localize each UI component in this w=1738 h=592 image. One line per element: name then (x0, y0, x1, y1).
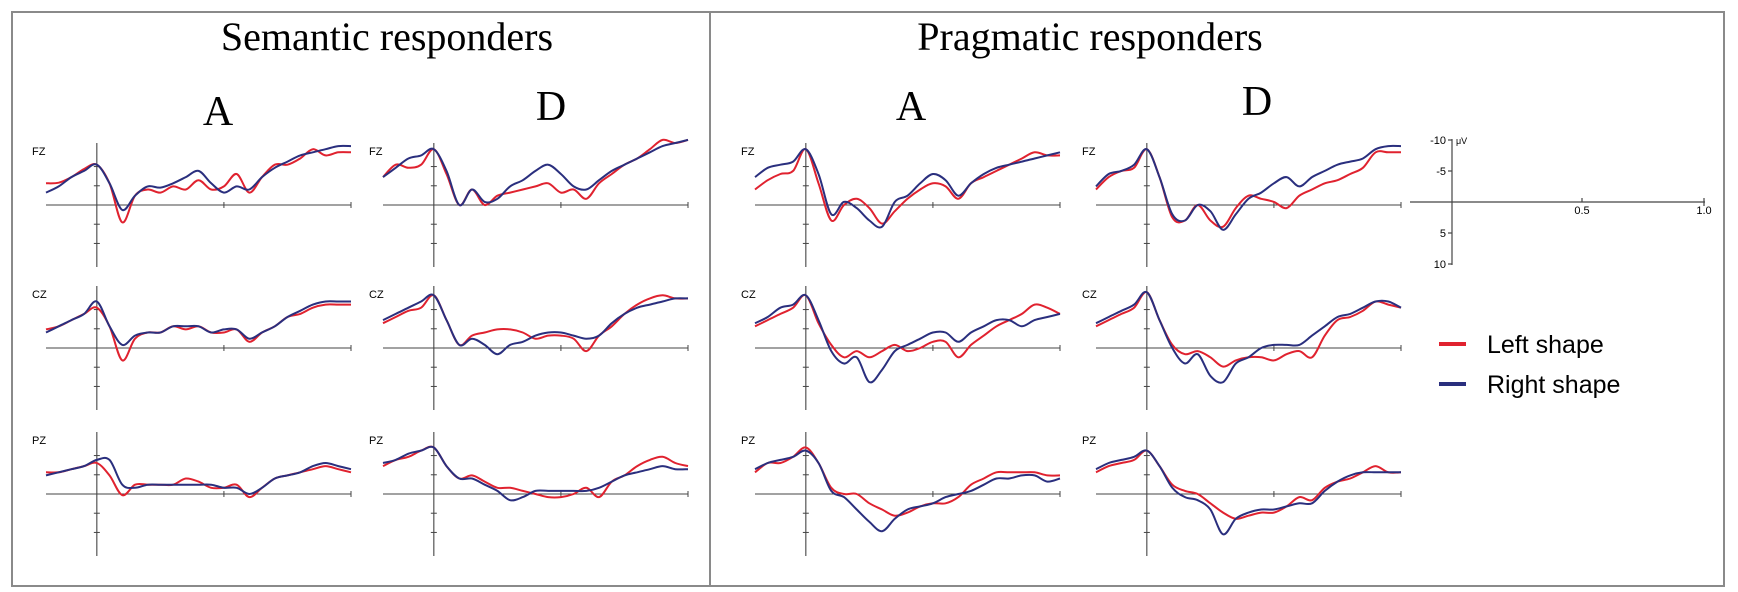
pragmatic-d-cz-panel: CZ (1082, 286, 1402, 410)
pragmatic-a-fz-panel: FZ (741, 143, 1061, 267)
semantic-d-cz-panel: CZ (369, 286, 689, 410)
pragmatic-d-fz-panel: FZ (1082, 143, 1402, 267)
pragmatic-a-fz-left-shape-line (754, 148, 1061, 225)
scale-ylabel-10: 10 (1434, 259, 1446, 271)
pragmatic-panel-border (709, 11, 1725, 587)
pragmatic-condition-d-label: D (1242, 79, 1272, 125)
pragmatic-d-pz-right-shape-line (1095, 449, 1401, 536)
legend-right-label: Right shape (1487, 371, 1620, 399)
scale-xlabel-0-5: 0.5 (1574, 205, 1589, 217)
semantic-panel-border (11, 11, 711, 587)
semantic-a-cz-left-shape-line (45, 303, 351, 362)
semantic-a-pz-panel: PZ (32, 432, 352, 556)
scale-bar: -10 μV -5 5 10 0.5 1.0 (1410, 135, 1712, 271)
pragmatic-a-fz-electrode-label: FZ (741, 146, 755, 158)
semantic-d-fz-electrode-label: FZ (369, 146, 383, 158)
legend: Left shape Right shape (1439, 331, 1620, 399)
pragmatic-a-pz-panel: PZ (741, 432, 1061, 556)
semantic-d-fz-panel: FZ (369, 138, 689, 267)
semantic-a-cz-panel: CZ (32, 286, 352, 410)
semantic-a-pz-electrode-label: PZ (32, 435, 46, 447)
pragmatic-d-cz-electrode-label: CZ (1082, 289, 1097, 301)
pragmatic-d-fz-electrode-label: FZ (1082, 146, 1096, 158)
pragmatic-a-cz-electrode-label: CZ (741, 289, 756, 301)
pragmatic-a-pz-right-shape-line (754, 449, 1061, 533)
scale-xlabel-1-0: 1.0 (1696, 205, 1711, 217)
erp-panels: FZ CZ PZ FZ CZ PZ FZ CZ PZ FZ CZ PZ (32, 138, 1402, 556)
semantic-d-pz-panel: PZ (369, 432, 689, 556)
pragmatic-d-pz-left-shape-line (1095, 449, 1402, 520)
pragmatic-d-cz-right-shape-line (1095, 290, 1402, 384)
semantic-d-cz-electrode-label: CZ (369, 289, 384, 301)
semantic-a-pz-left-shape-line (45, 461, 352, 499)
scale-ylabel-5: 5 (1440, 228, 1446, 240)
semantic-title: Semantic responders (221, 14, 553, 59)
pragmatic-a-pz-electrode-label: PZ (741, 435, 755, 447)
pragmatic-title: Pragmatic responders (917, 14, 1262, 59)
semantic-d-fz-right-shape-line (382, 138, 689, 207)
semantic-a-cz-right-shape-line (45, 300, 351, 347)
semantic-a-cz-electrode-label: CZ (32, 289, 47, 301)
semantic-condition-a-label: A (203, 89, 234, 135)
legend-left-label: Left shape (1487, 331, 1604, 359)
semantic-a-fz-electrode-label: FZ (32, 146, 46, 158)
pragmatic-d-pz-panel: PZ (1082, 432, 1402, 556)
semantic-d-pz-right-shape-line (382, 445, 689, 502)
semantic-d-cz-right-shape-line (382, 293, 689, 356)
semantic-condition-d-label: D (536, 84, 566, 130)
semantic-a-pz-right-shape-line (45, 456, 352, 496)
semantic-a-fz-right-shape-line (45, 144, 352, 212)
semantic-a-fz-panel: FZ (32, 143, 352, 267)
pragmatic-a-pz-left-shape-line (754, 446, 1061, 517)
semantic-d-cz-left-shape-line (382, 294, 689, 353)
pragmatic-d-cz-left-shape-line (1095, 291, 1402, 368)
pragmatic-condition-a-label: A (896, 84, 927, 130)
semantic-a-fz-left-shape-line (45, 148, 352, 224)
pragmatic-d-fz-right-shape-line (1095, 144, 1402, 231)
semantic-d-pz-electrode-label: PZ (369, 435, 383, 447)
scale-ylabel-neg5: -5 (1436, 166, 1446, 178)
pragmatic-a-fz-right-shape-line (754, 148, 1061, 229)
scale-ylabel-neg10: -10 (1430, 135, 1446, 147)
pragmatic-a-cz-panel: CZ (741, 286, 1061, 410)
scale-unit: μV (1456, 136, 1467, 146)
pragmatic-d-pz-electrode-label: PZ (1082, 435, 1096, 447)
pragmatic-a-cz-right-shape-line (754, 293, 1061, 384)
